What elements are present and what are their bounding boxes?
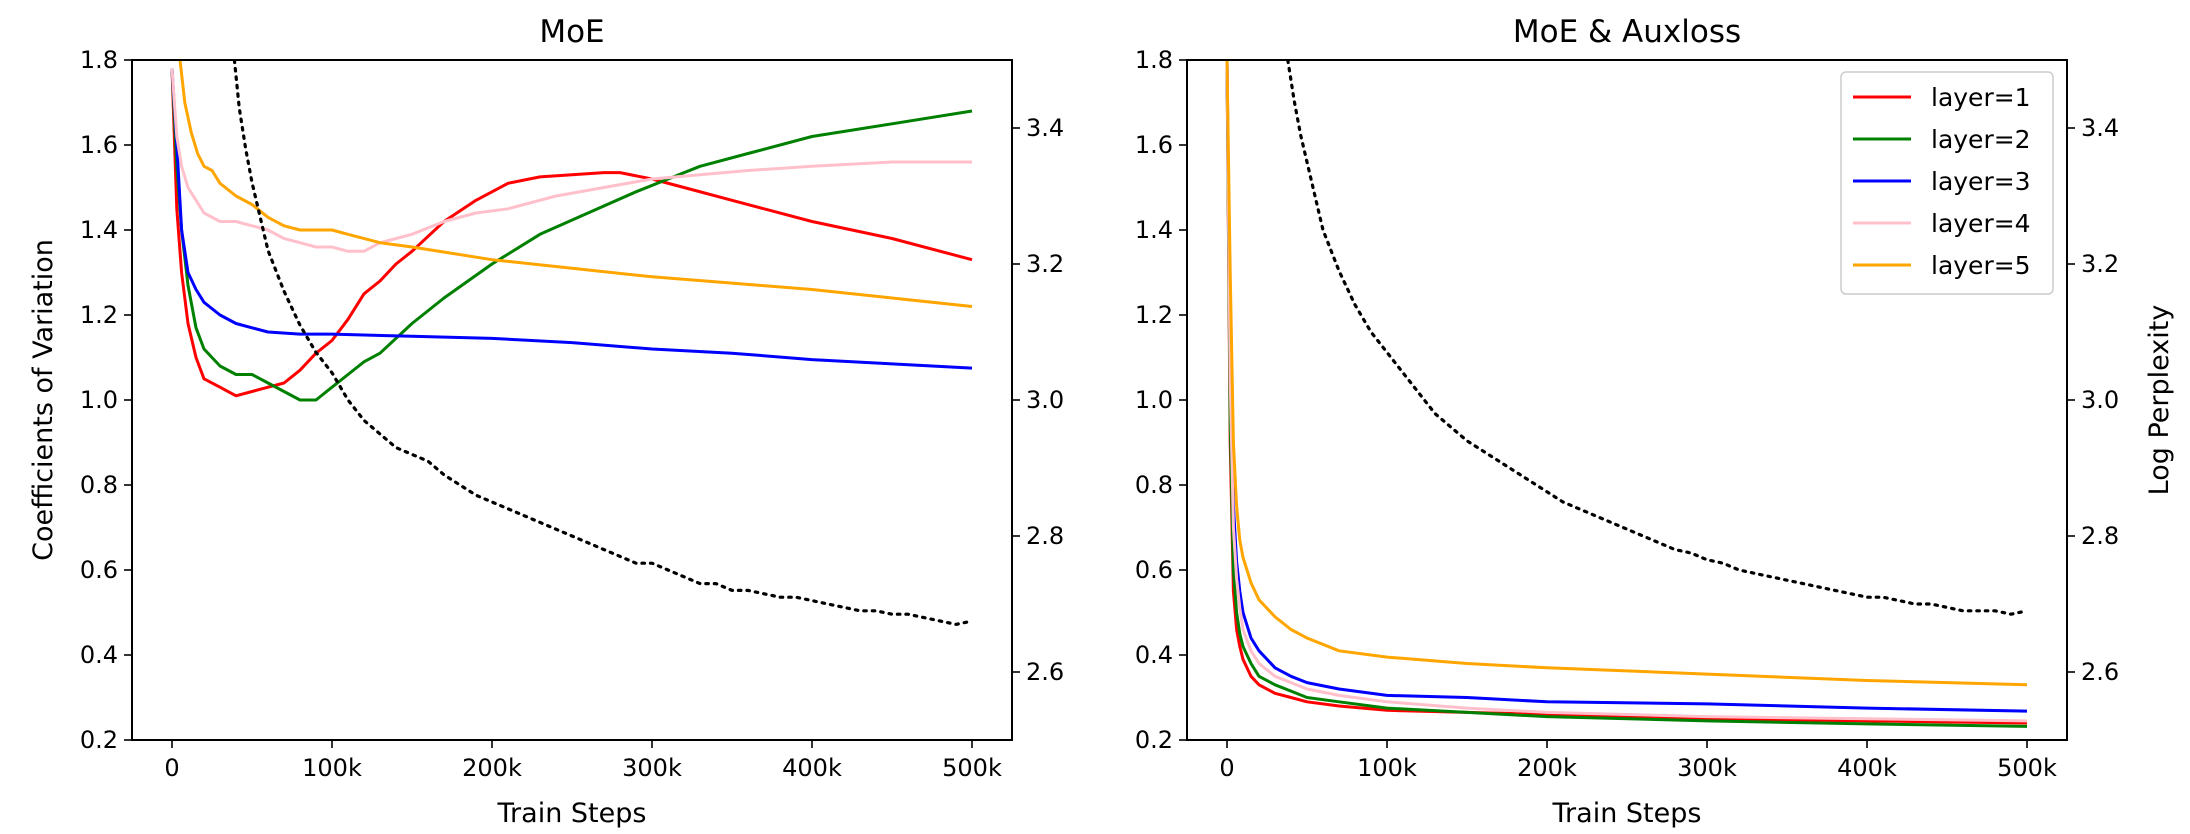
y-tick-label: 0.4 xyxy=(1135,641,1173,669)
legend-label: layer=5 xyxy=(1931,251,2031,280)
perplexity-dotted-line xyxy=(1286,60,2029,616)
x-axis-label: Train Steps xyxy=(497,798,647,829)
legend-label: layer=4 xyxy=(1931,209,2031,238)
x-tick-label: 500k xyxy=(942,754,1002,782)
y-tick-label: 1.4 xyxy=(80,216,118,244)
y2-axis-label: Log Perplexity xyxy=(2144,305,2175,496)
y2-tick-label: 3.2 xyxy=(1026,250,1064,278)
x-tick-label: 400k xyxy=(1837,754,1897,782)
y-tick-label: 0.6 xyxy=(1135,556,1173,584)
y-tick-label: 0.8 xyxy=(80,471,118,499)
y-tick-label: 1.0 xyxy=(80,386,118,414)
x-tick-label: 500k xyxy=(1997,754,2057,782)
chart-panel-moe: MoE 0 100k 200k 300k 400k 500k 0.2 0.4 0.6 0.8 1.… xyxy=(28,14,1064,829)
chart-title: MoE xyxy=(539,14,604,50)
x-tick-label: 300k xyxy=(1677,754,1737,782)
x-tick-label: 100k xyxy=(302,754,362,782)
x-tick-label: 0 xyxy=(164,754,179,782)
y-tick-label: 1.2 xyxy=(1135,301,1173,329)
legend-label: layer=3 xyxy=(1931,167,2031,196)
y-tick-label: 1.0 xyxy=(1135,386,1173,414)
legend: layer=1 layer=2 layer=3 layer=4 layer=5 xyxy=(1840,71,2054,295)
y-tick-label: 1.6 xyxy=(1135,131,1173,159)
x-tick-label: 100k xyxy=(1357,754,1417,782)
legend-label: layer=2 xyxy=(1931,125,2031,154)
y-tick-label: 1.4 xyxy=(1135,216,1173,244)
x-axis-label: Train Steps xyxy=(1552,798,1702,829)
legend-entry: layer=3 xyxy=(1853,167,2031,196)
x-tick-label: 300k xyxy=(622,754,682,782)
series-line-layer-4 xyxy=(170,68,972,253)
y-axis-label: Coefficients of Variation xyxy=(28,239,59,561)
y-tick-label: 0.2 xyxy=(1135,726,1173,754)
series-line-layer-2 xyxy=(1225,60,2028,728)
y-tick-label: 1.6 xyxy=(80,131,118,159)
series-line-layer-5 xyxy=(178,60,973,308)
y-tick-label: 0.6 xyxy=(80,556,118,584)
legend-entry: layer=4 xyxy=(1853,209,2031,238)
series-line-layer-4 xyxy=(1225,60,2028,723)
legend-entry: layer=1 xyxy=(1853,83,2031,112)
y2-tick-label: 2.8 xyxy=(2081,522,2119,550)
y2-tick-label: 3.2 xyxy=(2081,250,2119,278)
x-tick-label: 200k xyxy=(1517,754,1577,782)
chart-title: MoE & Auxloss xyxy=(1513,14,1741,50)
series-line-layer-5 xyxy=(1225,60,2028,687)
y2-tick-label: 3.0 xyxy=(2081,386,2119,414)
y-tick-label: 1.2 xyxy=(80,301,118,329)
series-line-layer-3 xyxy=(170,68,973,370)
series-line-layer-1 xyxy=(170,68,973,398)
y-tick-label: 0.2 xyxy=(80,726,118,754)
series-line-layer-1 xyxy=(1225,60,2028,725)
y2-tick-label: 2.6 xyxy=(2081,658,2119,686)
y-tick-label: 0.8 xyxy=(1135,471,1173,499)
x-tick-label: 200k xyxy=(462,754,522,782)
y2-tick-label: 3.4 xyxy=(2081,114,2119,142)
y2-tick-label: 3.0 xyxy=(1026,386,1064,414)
legend-label: layer=1 xyxy=(1931,83,2031,112)
y-tick-label: 1.8 xyxy=(1135,46,1173,74)
x-tick-label: 400k xyxy=(782,754,842,782)
legend-box xyxy=(1840,71,2054,295)
perplexity-dotted-line xyxy=(232,60,974,627)
series-line-layer-2 xyxy=(170,68,973,402)
y2-tick-label: 2.8 xyxy=(1026,522,1064,550)
y2-tick-label: 2.6 xyxy=(1026,658,1064,686)
y-tick-label: 0.4 xyxy=(80,641,118,669)
y2-tick-label: 3.4 xyxy=(1026,114,1064,142)
legend-entry: layer=2 xyxy=(1853,125,2031,154)
x-tick-label: 0 xyxy=(1219,754,1234,782)
legend-entry: layer=5 xyxy=(1853,251,2031,280)
chart-panel-moe-auxloss: MoE & Auxloss 0 100k 200k 300k 400k 500k 0.2 0… xyxy=(1135,14,2175,829)
y-tick-label: 1.8 xyxy=(80,46,118,74)
